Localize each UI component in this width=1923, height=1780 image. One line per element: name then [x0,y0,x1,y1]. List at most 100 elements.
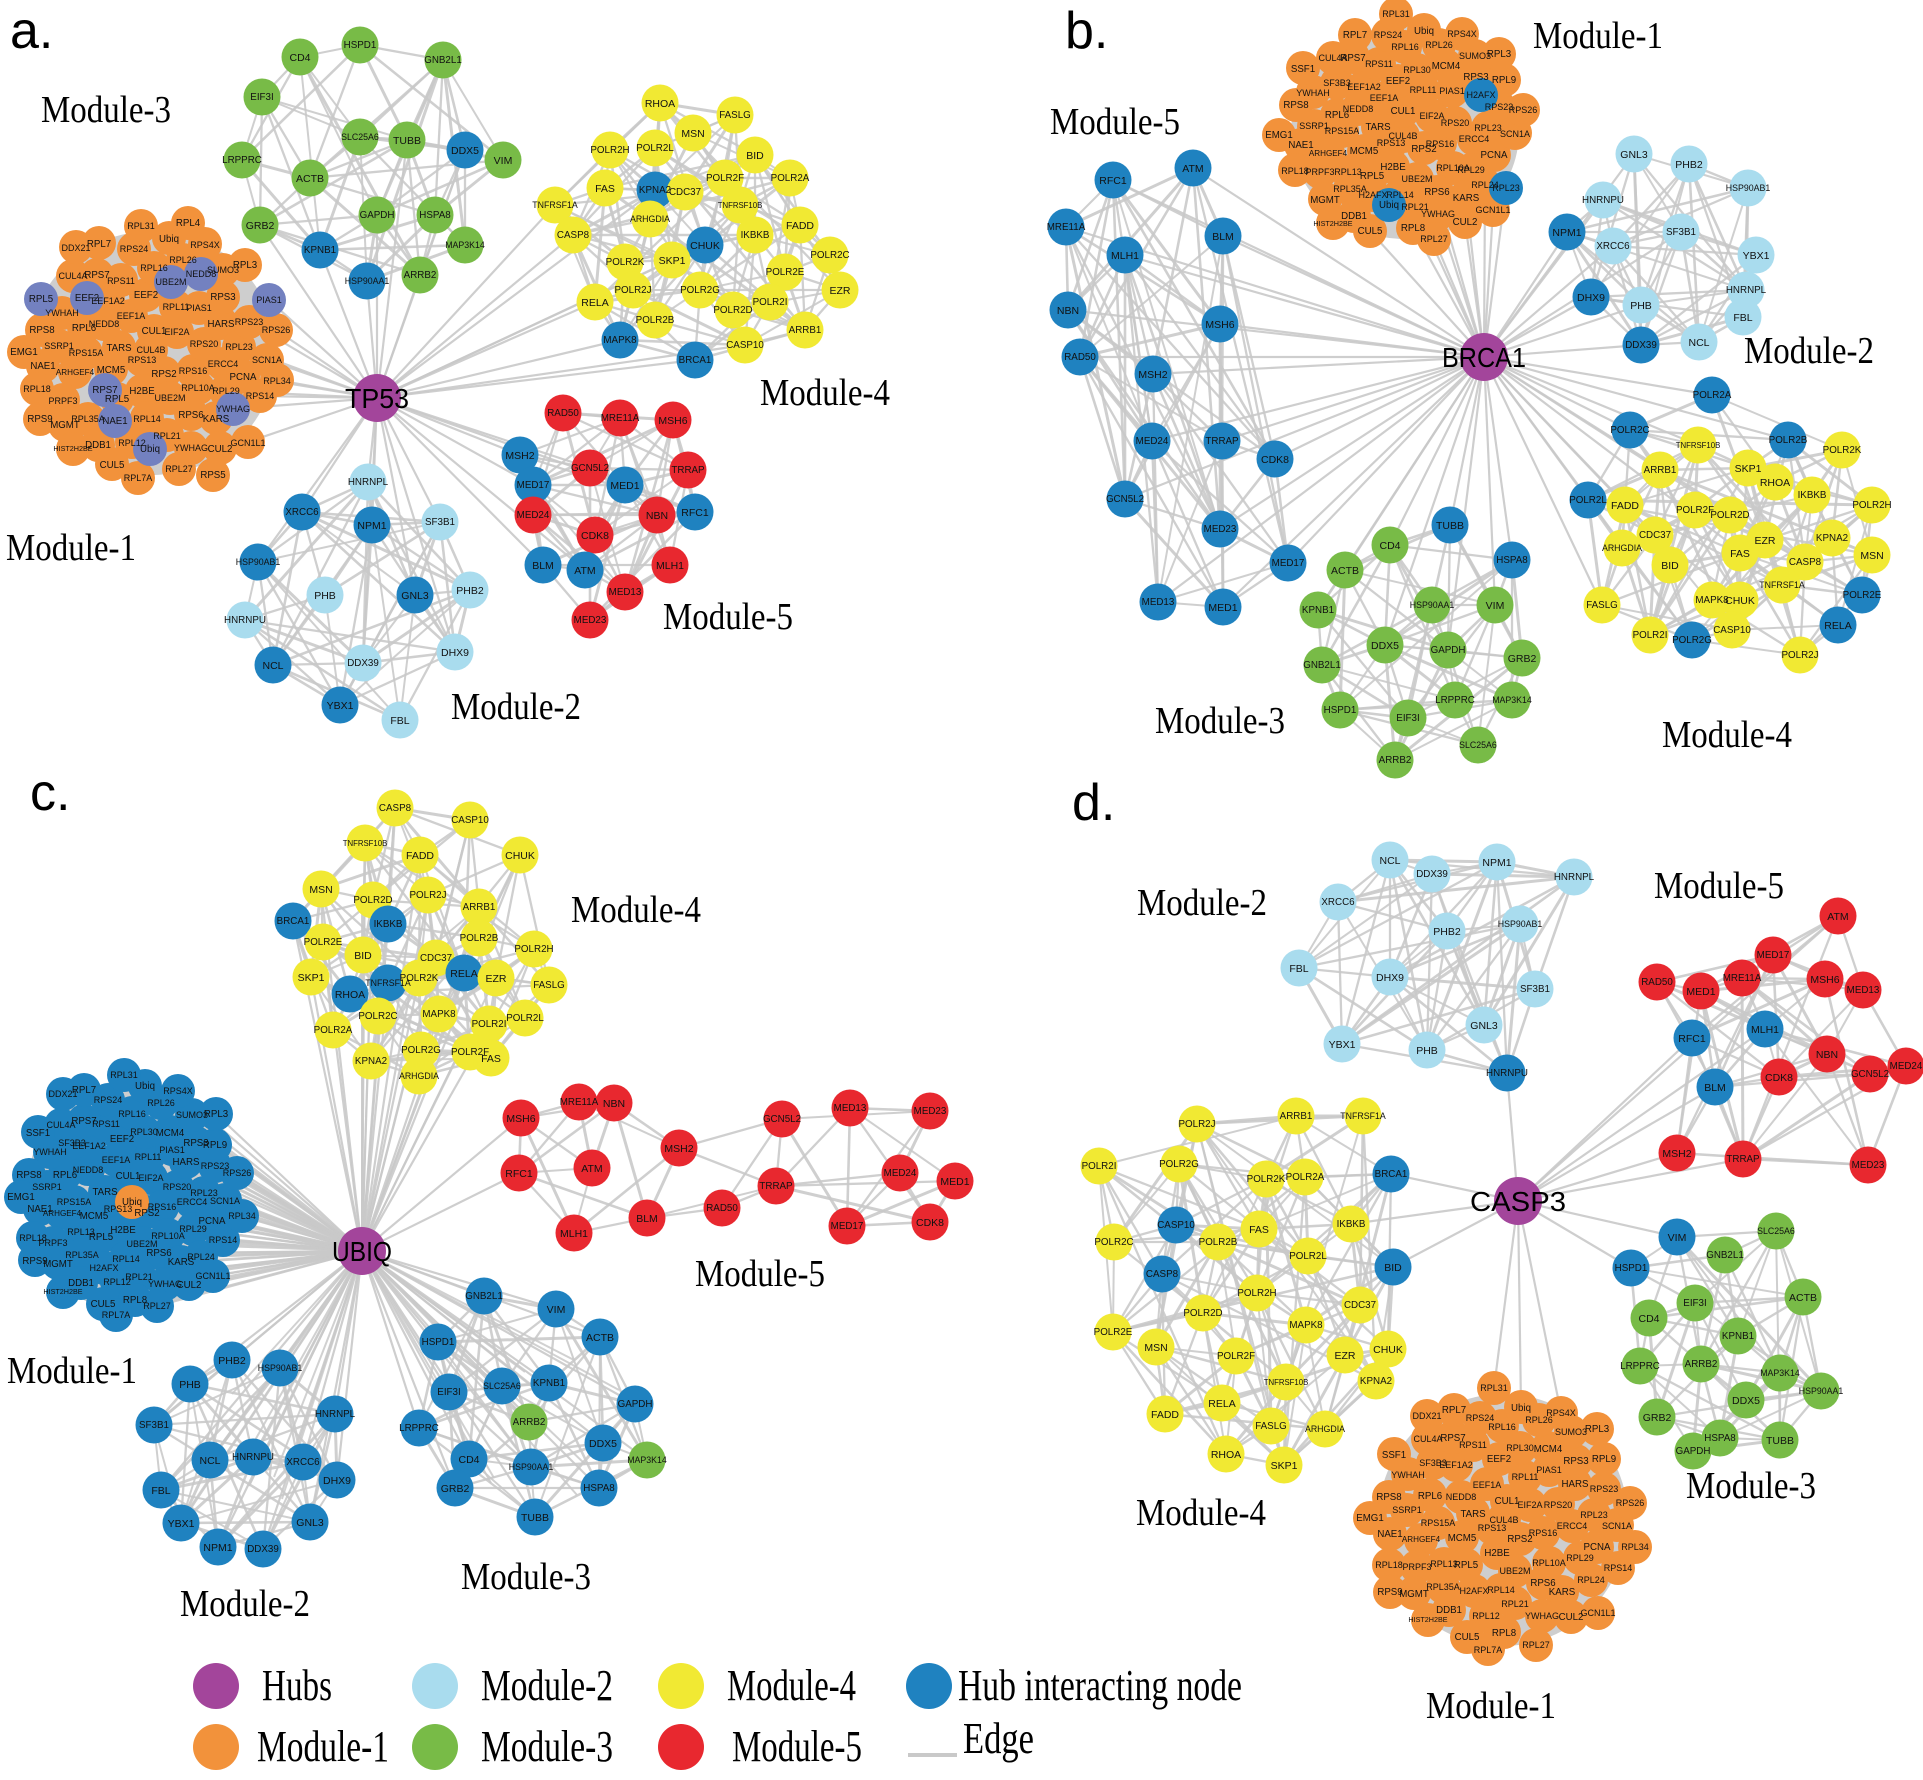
svg-text:RPL16: RPL16 [1488,1422,1516,1432]
svg-text:RPS2: RPS2 [151,369,176,380]
svg-text:MED24: MED24 [884,1168,917,1179]
svg-text:BLM: BLM [1212,231,1234,243]
svg-text:RPL26: RPL26 [169,255,197,265]
svg-text:TRRAP: TRRAP [1726,1154,1760,1165]
svg-text:RPL30: RPL30 [130,1127,158,1137]
svg-text:BID: BID [354,950,372,962]
svg-text:RPL29: RPL29 [212,386,240,396]
svg-text:RPL23: RPL23 [1580,1510,1608,1520]
svg-text:CDK8: CDK8 [1261,454,1289,466]
svg-text:RPL27: RPL27 [1420,234,1448,244]
svg-text:YWHAG: YWHAG [1421,209,1455,219]
svg-text:PHB2: PHB2 [1433,926,1461,938]
svg-text:H2AFX: H2AFX [1459,1586,1488,1596]
svg-text:MRE11A: MRE11A [1047,222,1086,233]
svg-text:POLR2E: POLR2E [1094,1327,1133,1338]
svg-text:RPS15A: RPS15A [1325,126,1360,136]
svg-text:PIAS1: PIAS1 [1536,1465,1562,1475]
svg-text:MED17: MED17 [831,1221,864,1232]
svg-text:CASP10: CASP10 [726,340,764,351]
svg-text:RAD50: RAD50 [706,1203,738,1214]
svg-text:NPM1: NPM1 [1552,227,1581,239]
svg-text:H2AFX: H2AFX [1466,90,1495,100]
svg-text:RPS4X: RPS4X [163,1086,193,1096]
svg-text:H2BE: H2BE [110,1225,136,1236]
svg-text:BRCA1: BRCA1 [1375,1169,1408,1180]
svg-text:GCN5L2: GCN5L2 [763,1114,801,1125]
svg-text:EIF3I: EIF3I [1683,1298,1706,1309]
svg-text:TNFRSF10B: TNFRSF10B [1264,1378,1309,1387]
svg-text:EIF3I: EIF3I [1396,713,1419,724]
svg-text:MRE11A: MRE11A [560,1097,599,1108]
svg-text:BRCA1: BRCA1 [277,916,310,927]
svg-text:MSH6: MSH6 [1810,974,1839,986]
svg-text:TRRAP: TRRAP [1205,436,1239,447]
svg-text:POLR2I: POLR2I [472,1019,507,1030]
svg-text:RHOA: RHOA [645,98,675,110]
svg-text:POLR2C: POLR2C [358,1011,397,1022]
svg-text:Module-3: Module-3 [41,89,171,131]
svg-text:RPL31: RPL31 [110,1070,138,1080]
svg-text:Module-1: Module-1 [7,1350,137,1392]
svg-text:RPS8: RPS8 [16,1170,41,1181]
svg-text:SSF1: SSF1 [26,1128,50,1139]
svg-text:RPL26: RPL26 [147,1098,175,1108]
svg-text:RPL24: RPL24 [187,1252,215,1262]
svg-text:ARHGDIA: ARHGDIA [399,1071,439,1081]
svg-text:RPS16: RPS16 [1426,139,1455,149]
svg-text:GCN5L2: GCN5L2 [571,463,609,474]
svg-text:Module-4: Module-4 [1136,1492,1266,1534]
svg-text:RFC1: RFC1 [1099,175,1127,187]
svg-text:PHB: PHB [314,590,336,602]
svg-text:HSP90AA1: HSP90AA1 [345,276,390,286]
svg-text:CDK8: CDK8 [916,1217,944,1229]
svg-text:NBN: NBN [603,1098,625,1110]
svg-text:H2BE: H2BE [1380,162,1406,173]
svg-text:MED23: MED23 [1852,1160,1885,1171]
svg-text:VIM: VIM [1668,1232,1687,1244]
svg-text:RPL6: RPL6 [53,1170,77,1181]
svg-text:RPL7A: RPL7A [1474,1645,1503,1655]
svg-text:ARHGEF4: ARHGEF4 [1309,149,1348,158]
svg-text:FADD: FADD [1151,1409,1179,1421]
svg-text:RPS13: RPS13 [1478,1523,1507,1533]
svg-text:KPNA2: KPNA2 [355,1056,387,1067]
svg-text:CASP10: CASP10 [1713,625,1751,636]
svg-text:CASP8: CASP8 [379,803,412,814]
svg-text:HNRNPL: HNRNPL [1726,285,1767,296]
svg-text:EZR: EZR [830,285,851,297]
svg-text:CASP8: CASP8 [557,230,590,241]
svg-text:Hub interacting node: Hub interacting node [958,1661,1242,1710]
svg-text:RPL5: RPL5 [1360,171,1384,182]
svg-text:RPS11: RPS11 [1365,59,1393,69]
svg-text:RFC1: RFC1 [505,1168,533,1180]
svg-text:CASP3: CASP3 [1470,1186,1566,1217]
svg-text:SSF1: SSF1 [1382,1450,1406,1461]
svg-text:RPS4X: RPS4X [1546,1408,1576,1418]
svg-text:MED13: MED13 [1847,985,1880,996]
svg-text:RPL21: RPL21 [1501,1599,1529,1609]
svg-text:POLR2J: POLR2J [614,285,651,296]
svg-text:EMG1: EMG1 [1265,130,1292,141]
svg-text:SLC25A6: SLC25A6 [483,1381,521,1391]
svg-text:MSH2: MSH2 [505,450,534,462]
svg-text:SF3B3: SF3B3 [1323,78,1351,88]
svg-text:RPL31: RPL31 [1480,1383,1508,1393]
svg-text:HARS: HARS [1562,1479,1589,1490]
svg-text:CUL4A: CUL4A [1413,1434,1442,1444]
svg-text:BID: BID [746,150,764,162]
svg-text:RPL6: RPL6 [1325,110,1349,121]
svg-text:RPS4X: RPS4X [1447,29,1477,39]
svg-text:RPS14: RPS14 [209,1235,238,1245]
svg-text:CUL5: CUL5 [1455,1632,1480,1643]
svg-text:RPS26: RPS26 [1509,105,1538,115]
svg-text:POLR2K: POLR2K [1247,1174,1286,1185]
svg-text:H2BE: H2BE [129,386,155,397]
svg-text:RPL18: RPL18 [23,384,51,394]
svg-text:ARRB2: ARRB2 [513,1417,546,1428]
svg-text:ARRB2: ARRB2 [1685,1359,1718,1370]
svg-text:GAPDH: GAPDH [360,210,395,221]
svg-text:RPS8: RPS8 [29,325,54,336]
svg-text:NCL: NCL [1379,855,1400,867]
svg-text:RPS26: RPS26 [1616,1498,1645,1508]
